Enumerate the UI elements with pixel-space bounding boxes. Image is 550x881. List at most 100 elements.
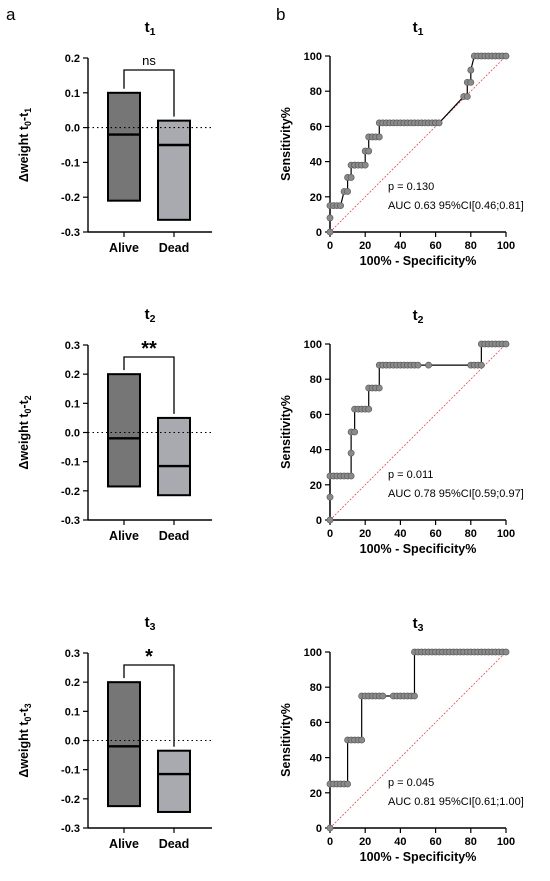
- y-tick-label: 0.1: [65, 88, 80, 100]
- x-tick-label: 20: [359, 240, 371, 252]
- box-ylabel-2-part-3: 2: [23, 395, 33, 400]
- y-tick-label: -0.1: [61, 457, 80, 469]
- bar-dead: [157, 119, 191, 221]
- roc-ylabel: Sensitivity%: [279, 703, 293, 777]
- roc-point: [326, 493, 334, 501]
- panel-label-a: a: [6, 5, 16, 24]
- x-tick-label: 60: [429, 528, 441, 540]
- roc-point: [361, 161, 369, 169]
- box-ylabel-3-part-3: 3: [23, 703, 33, 708]
- box-title-2: t2: [145, 306, 156, 325]
- y-tick-label: 40: [310, 157, 322, 169]
- y-tick-label: -0.2: [61, 192, 80, 204]
- box-title-3-part-1: 3: [150, 621, 156, 633]
- roc-title-1-part-1: 1: [418, 26, 424, 38]
- x-tick-label: 40: [394, 836, 406, 848]
- category-label-alive: Alive: [109, 529, 139, 543]
- box-ylabel-3-part-2: -t: [17, 707, 31, 716]
- x-tick-label: 80: [465, 240, 477, 252]
- bar-alive: [107, 91, 141, 202]
- y-tick-label: 0.3: [65, 340, 80, 352]
- roc-xlabel: 100% - Specificity%: [360, 254, 477, 268]
- y-tick-label: -0.1: [61, 157, 80, 169]
- roc-point: [347, 174, 355, 181]
- bar-alive: [107, 373, 141, 488]
- category-label-alive: Alive: [109, 837, 139, 851]
- y-tick-label: 60: [310, 717, 322, 729]
- y-tick-label: 0.2: [65, 369, 80, 381]
- box-ylabel-2: Δweight t0-t2: [17, 395, 33, 469]
- bar-alive: [107, 681, 141, 808]
- roc-point: [344, 780, 351, 788]
- bar-dead: [157, 416, 191, 497]
- category-label-dead: Dead: [159, 529, 190, 543]
- significance-bracket: [123, 664, 175, 747]
- roc-point: [502, 52, 510, 60]
- y-tick-label: -0.2: [61, 486, 80, 498]
- box-ylabel-1-part-3: 1: [23, 108, 33, 113]
- box-ylabel-3: Δweight t0-t3: [17, 703, 33, 777]
- roc-point: [365, 405, 373, 413]
- y-tick-label: 60: [310, 121, 322, 133]
- box-ylabel-1-part-2: -t: [17, 112, 31, 121]
- roc-title-2: t2: [413, 307, 424, 326]
- roc-point: [365, 147, 373, 155]
- roc-point: [326, 516, 334, 524]
- y-tick-label: 100: [304, 647, 322, 659]
- x-tick-label: 60: [429, 836, 441, 848]
- y-tick-label: 20: [310, 480, 322, 492]
- box-ylabel-3-part-0: Δweight t: [17, 721, 31, 778]
- y-tick-label: 0: [316, 823, 322, 835]
- y-tick-label: 0.0: [65, 428, 80, 440]
- roc-xlabel: 100% - Specificity%: [360, 850, 477, 864]
- roc-point: [463, 93, 471, 100]
- roc-ylabel: Sensitivity%: [279, 395, 293, 469]
- box-ylabel-1: Δweight t0-t1: [17, 108, 33, 182]
- x-tick-label: 0: [327, 528, 333, 540]
- y-tick-label: 0: [316, 227, 322, 239]
- panel-label-b: b: [276, 5, 285, 24]
- roc-title-3-part-1: 3: [418, 622, 424, 634]
- box-title-3: t3: [145, 614, 156, 633]
- box-title-2-part-0: t: [145, 306, 150, 323]
- y-tick-label: -0.3: [61, 823, 80, 835]
- roc-point: [379, 692, 387, 700]
- significance-label: ns: [142, 53, 156, 68]
- roc-point: [467, 79, 475, 86]
- roc-point: [375, 384, 383, 392]
- roc-point: [358, 736, 366, 744]
- p-value-text: p = 0.130: [388, 181, 434, 193]
- auc-text: AUC 0.63 95%CI[0.46;0.81]: [388, 200, 524, 212]
- y-tick-label: -0.1: [61, 765, 80, 777]
- roc-point: [375, 133, 383, 141]
- category-label-dead: Dead: [159, 241, 190, 255]
- chance-diagonal-line: [329, 651, 507, 829]
- roc-chart-3: t3 0 20 40 60 80 100 0 20 40 60 80 100 100% - Specifi…: [279, 615, 524, 864]
- y-tick-label: 40: [310, 753, 322, 765]
- box-ylabel-1-part-0: Δweight t: [17, 125, 31, 182]
- x-tick-label: 100: [497, 528, 515, 540]
- x-tick-label: 0: [327, 836, 333, 848]
- y-tick-label: 0.1: [65, 706, 80, 718]
- x-tick-label: 100: [497, 836, 515, 848]
- significance-label: *: [145, 646, 153, 668]
- roc-title-2-part-1: 2: [418, 314, 424, 326]
- roc-point: [344, 188, 351, 195]
- y-tick-label: 0.0: [65, 123, 80, 135]
- p-value-text: p = 0.011: [388, 469, 433, 481]
- roc-point: [425, 361, 432, 369]
- significance-label: **: [141, 338, 157, 360]
- roc-title-1: t1: [413, 19, 424, 38]
- y-tick-label: -0.3: [61, 515, 80, 527]
- bar-dead: [157, 749, 191, 813]
- roc-chart-1: t1 0 20 40 60 80 100 0 20 40 60 80 100 100% - Specifi…: [279, 19, 524, 268]
- y-tick-label: 80: [310, 374, 322, 386]
- box-ylabel-3-part-1: 0: [23, 716, 33, 721]
- significance-bracket: [123, 69, 175, 117]
- y-tick-label: 80: [310, 86, 322, 98]
- box-ylabel-2-part-0: Δweight t: [17, 413, 31, 470]
- roc-point: [337, 202, 344, 209]
- y-tick-label: 100: [304, 51, 322, 63]
